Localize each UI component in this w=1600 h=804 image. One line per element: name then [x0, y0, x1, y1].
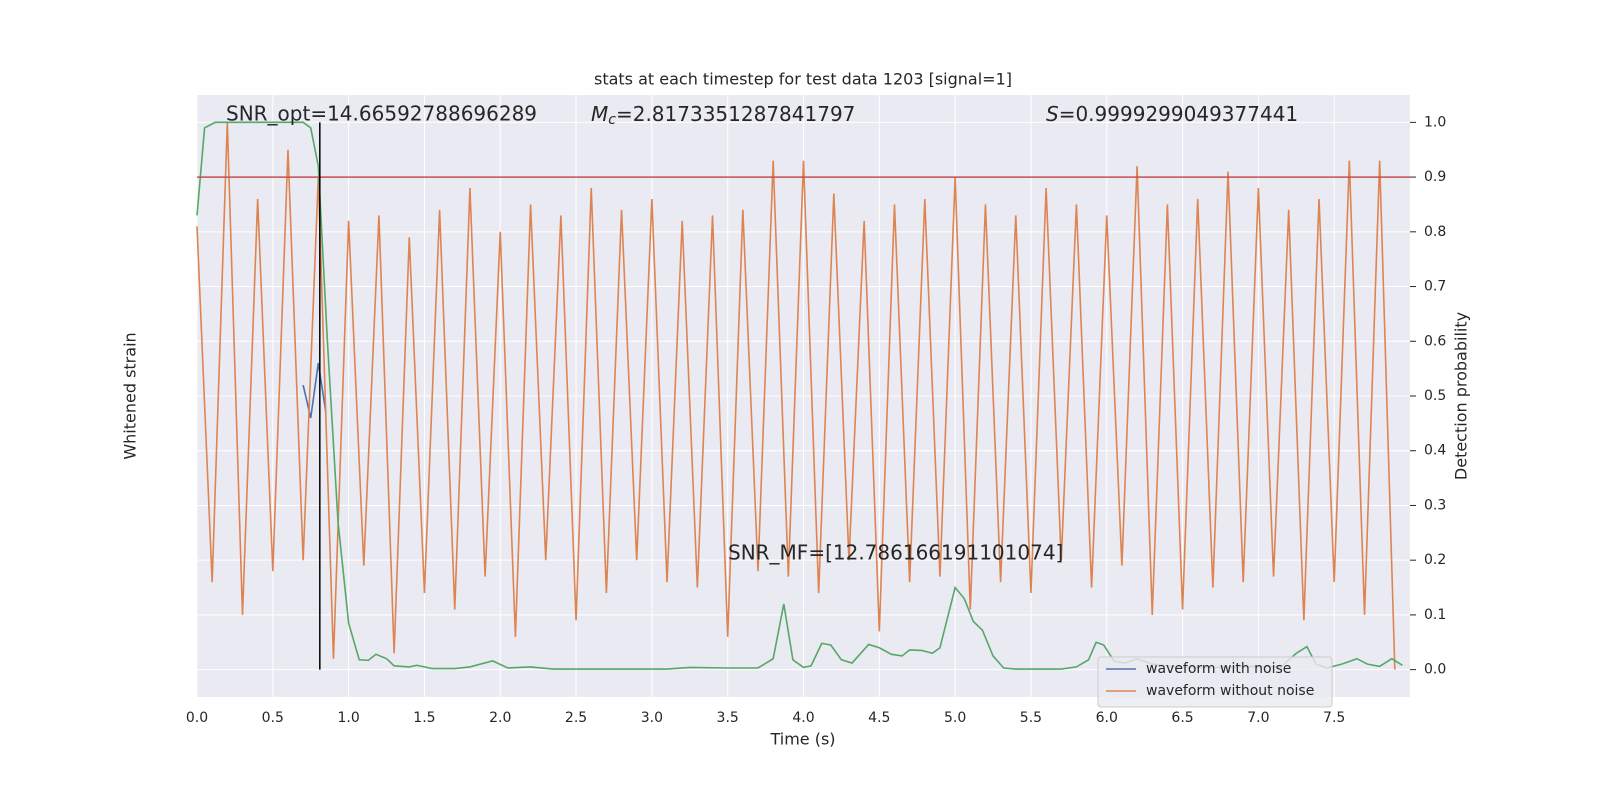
legend-box — [1097, 656, 1333, 708]
y2-tick-label: 0.7 — [1424, 279, 1446, 295]
y2-tick-label: 0.8 — [1424, 224, 1446, 240]
y2-tick-label: 0.6 — [1424, 333, 1446, 349]
x-tick-label: 7.0 — [1247, 710, 1269, 726]
x-tick-label: 3.5 — [717, 710, 739, 726]
legend-label: waveform without noise — [1146, 683, 1314, 699]
y2-tick-label: 0.2 — [1424, 552, 1446, 568]
legend-label: waveform with noise — [1146, 661, 1291, 677]
y2-tick-label: 1.0 — [1424, 114, 1446, 130]
annotation-text: =2.8173351287841797 — [616, 102, 855, 126]
y2-axis-label: Detection probability — [1452, 312, 1471, 480]
x-tick-label: 4.5 — [868, 710, 890, 726]
x-tick-label: 1.5 — [413, 710, 435, 726]
x-tick-label: 3.0 — [641, 710, 663, 726]
x-tick-label: 6.5 — [1171, 710, 1193, 726]
annotation: SNR_MF=[12.786166191101074] — [728, 541, 1063, 565]
x-tick-label: 1.0 — [337, 710, 359, 726]
y2-tick-label: 0.3 — [1424, 497, 1446, 513]
x-tick-label: 2.5 — [565, 710, 587, 726]
chart-title: stats at each timestep for test data 120… — [594, 70, 1012, 89]
series-line — [196, 122, 1396, 670]
annotation-symbol: M — [591, 102, 608, 126]
x-tick-label: 0.5 — [262, 710, 284, 726]
x-tick-label: 5.5 — [1020, 710, 1042, 726]
legend: waveform with noise waveform without nois… — [1097, 656, 1333, 708]
x-tick-label: 4.0 — [792, 710, 814, 726]
x-axis-label: Time (s) — [769, 730, 835, 749]
y2-tick-label: 0.4 — [1424, 443, 1446, 459]
annotation: S=0.9999299049377441 — [1046, 102, 1298, 126]
annotation: Mc=2.8173351287841797 — [591, 102, 855, 129]
y2-tick-label: 0.9 — [1424, 169, 1446, 185]
x-tick-label: 5.0 — [944, 710, 966, 726]
x-tick-label: 0.0 — [186, 710, 208, 726]
annotation-text: =0.9999299049377441 — [1059, 102, 1298, 126]
y-axis-label: Whitened strain — [121, 332, 140, 459]
annotation-subscript: c — [608, 112, 616, 128]
series-line — [302, 363, 327, 419]
y2-tick-label: 0.1 — [1424, 607, 1446, 623]
x-tick-label: 7.5 — [1323, 710, 1345, 726]
y2-tick-label: 0.0 — [1424, 662, 1446, 678]
annotation-symbol: S — [1046, 102, 1059, 126]
x-tick-label: 2.0 — [489, 710, 511, 726]
annotation: SNR_opt=14.66592788696289 — [226, 102, 537, 126]
y2-tick-label: 0.5 — [1424, 388, 1446, 404]
x-tick-label: 6.0 — [1096, 710, 1118, 726]
